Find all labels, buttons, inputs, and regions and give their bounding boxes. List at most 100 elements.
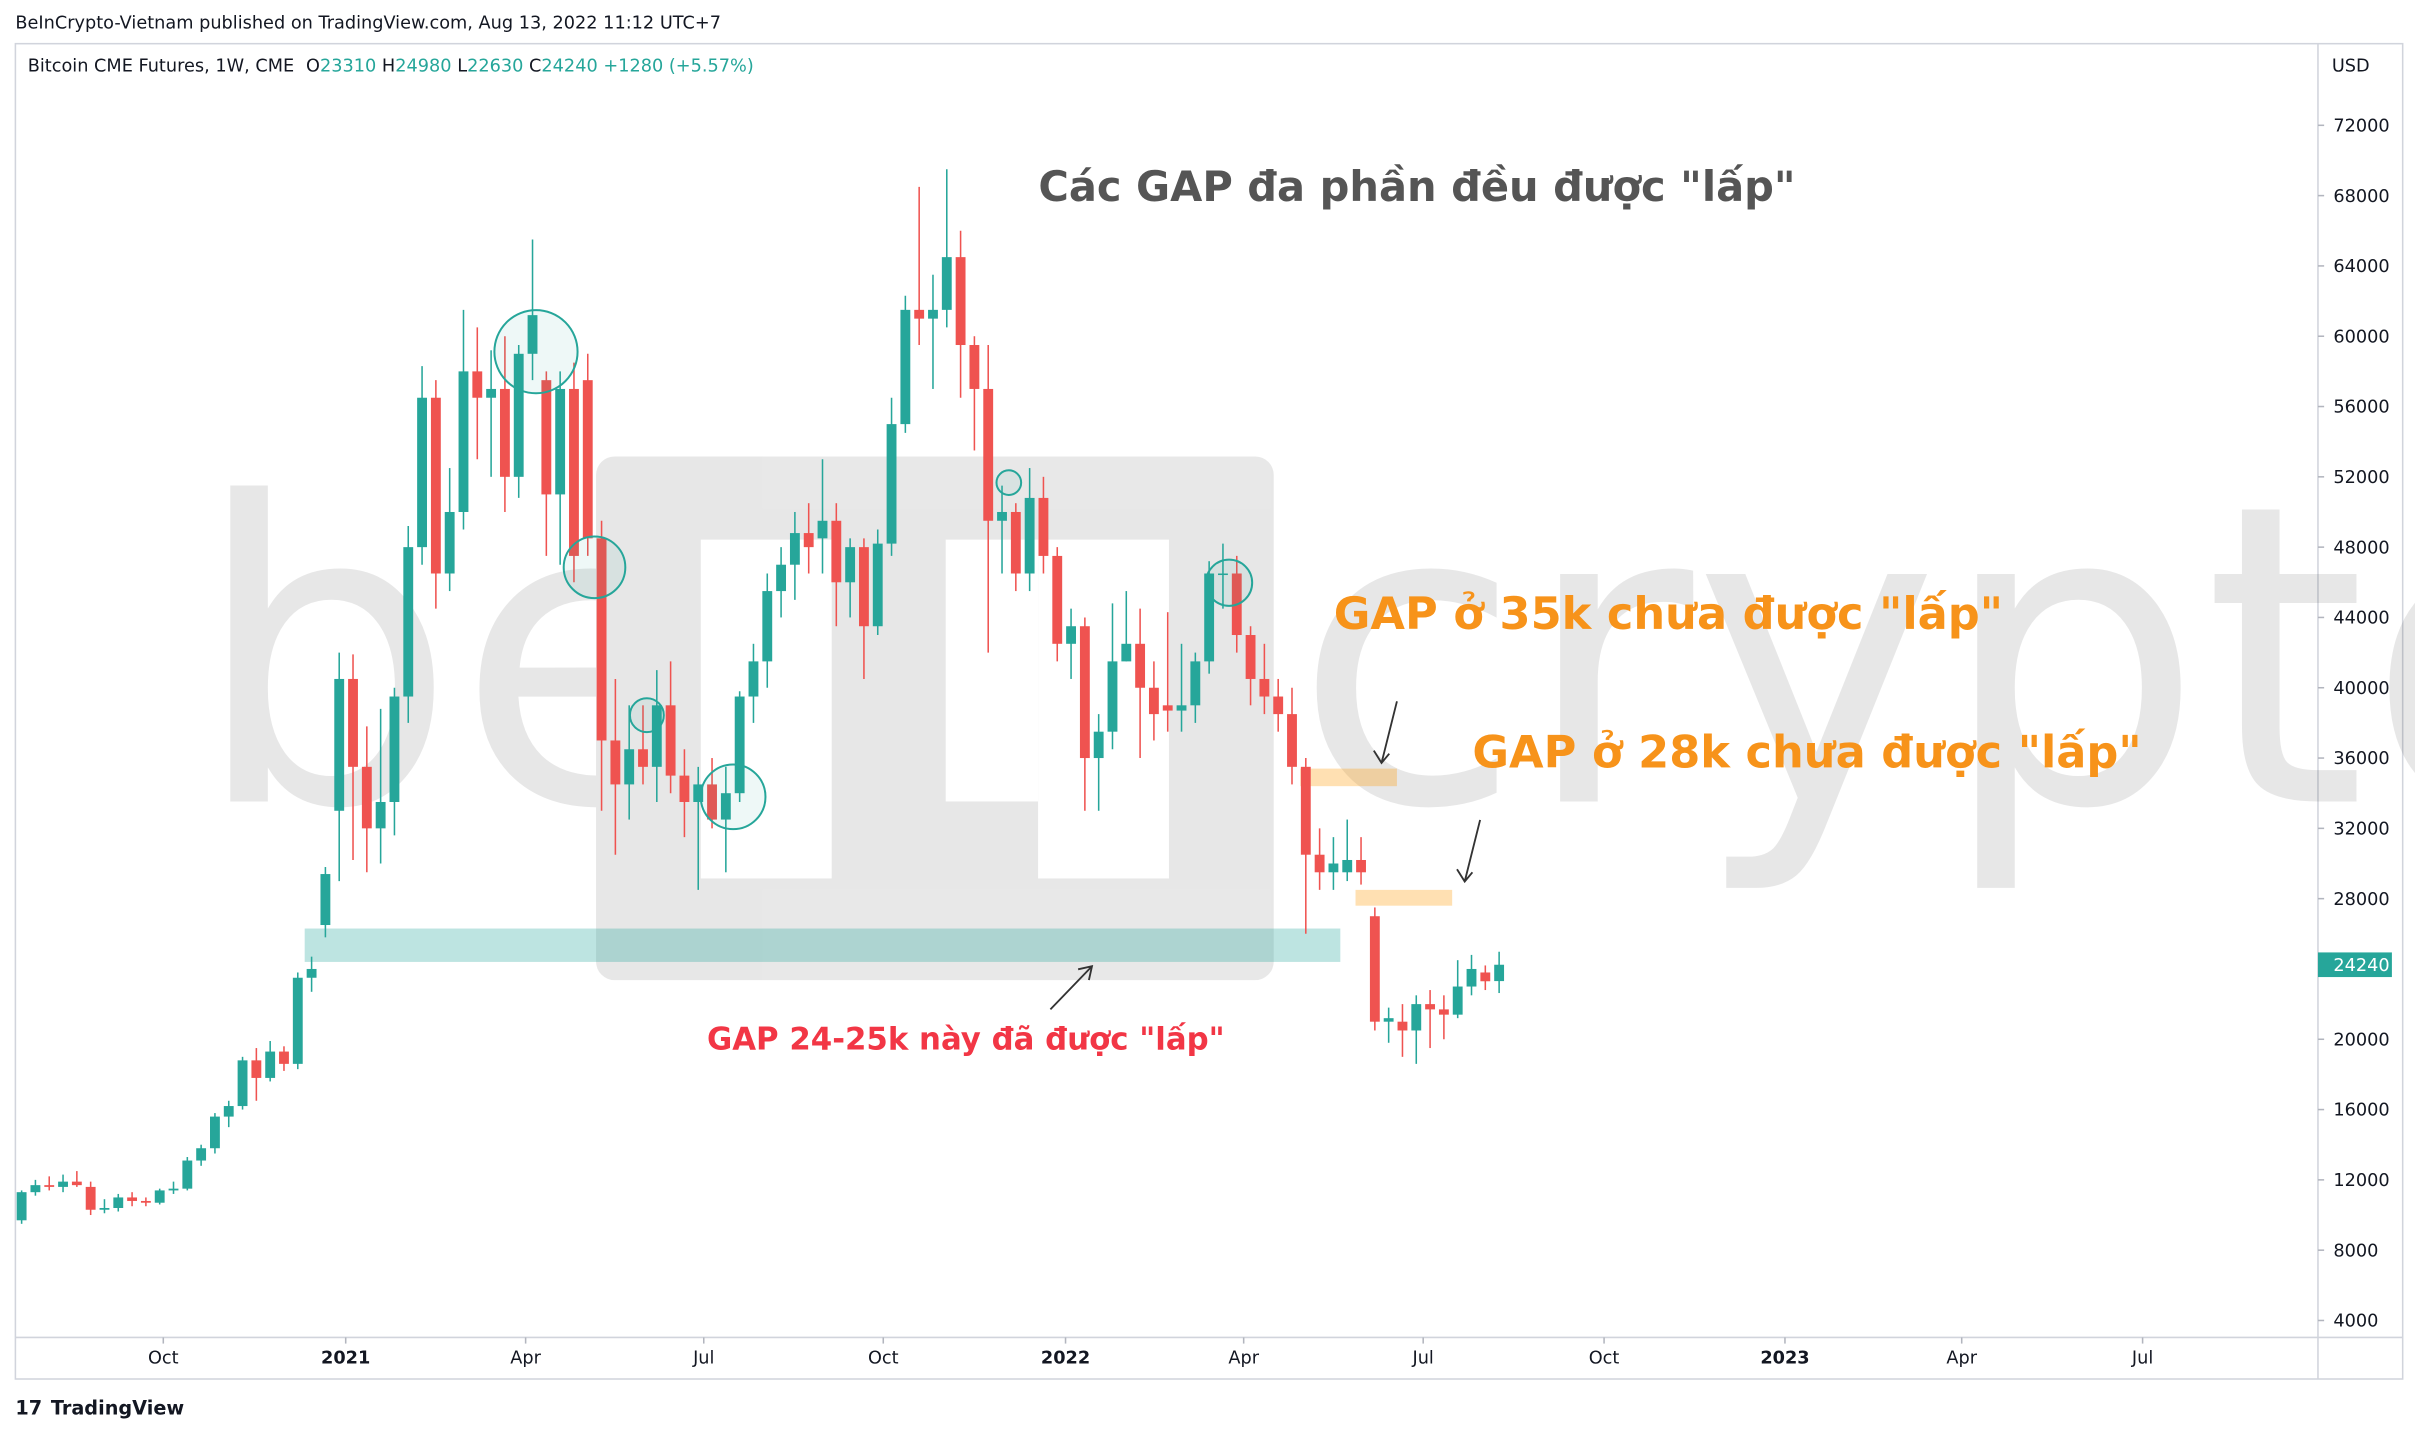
candle-body bbox=[486, 388, 497, 398]
candle-body bbox=[279, 1051, 289, 1064]
candle-body bbox=[1425, 1004, 1436, 1010]
arrow bbox=[1456, 819, 1482, 884]
candle-body bbox=[1273, 696, 1284, 715]
annotation: GAP 24-25k này đã được "lấp" bbox=[707, 1021, 1225, 1057]
candle-body bbox=[1245, 635, 1256, 679]
candle-body bbox=[803, 533, 814, 548]
footer-logo: 17 bbox=[15, 1396, 42, 1419]
candle-body bbox=[610, 740, 621, 785]
candle-body bbox=[1466, 968, 1477, 987]
candle-body bbox=[223, 1106, 234, 1117]
candle-body bbox=[458, 371, 469, 512]
y-tick-label: 44000 bbox=[2333, 609, 2389, 629]
candle-body bbox=[776, 564, 787, 592]
candle-body bbox=[71, 1181, 82, 1186]
y-tick-label: 68000 bbox=[2333, 187, 2389, 207]
candle-body bbox=[16, 1192, 27, 1221]
candle-body bbox=[1328, 863, 1339, 873]
candle-body bbox=[1093, 731, 1104, 759]
candle-body bbox=[1369, 916, 1380, 1022]
frame bbox=[14, 42, 2404, 1380]
candle-body bbox=[1411, 1004, 1422, 1031]
candle-body bbox=[969, 345, 980, 389]
legend-value: 23310 bbox=[320, 56, 376, 76]
candle-body bbox=[1383, 1018, 1394, 1022]
last-price-label: 24240 bbox=[2333, 956, 2389, 976]
watermark-box-cut bbox=[945, 539, 1039, 802]
candle-body bbox=[914, 309, 925, 319]
circle bbox=[493, 309, 579, 395]
legend-value: 24980 bbox=[395, 56, 451, 76]
candle-body bbox=[1024, 497, 1035, 574]
legend-letter: H bbox=[382, 56, 395, 76]
candle-body bbox=[1300, 766, 1311, 855]
x-tick-label: Oct bbox=[1589, 1349, 1620, 1369]
candle-body bbox=[417, 397, 427, 548]
candle-body bbox=[1148, 687, 1159, 715]
candle-body bbox=[638, 749, 648, 767]
candle-body bbox=[85, 1186, 96, 1210]
candle-body bbox=[30, 1185, 41, 1193]
y-tick-label: 56000 bbox=[2333, 398, 2389, 418]
candle-body bbox=[1135, 643, 1146, 688]
x-tick-label: Jul bbox=[1411, 1349, 1433, 1369]
watermark: be crypto bbox=[193, 416, 2415, 981]
legend: Bitcoin CME Futures, 1W, CME O23310 H249… bbox=[28, 56, 754, 76]
gap-zone bbox=[304, 928, 1341, 962]
candle-body bbox=[886, 424, 897, 544]
candle-body bbox=[1314, 854, 1325, 873]
x-tick-label: Jul bbox=[2131, 1349, 2153, 1369]
y-tick-label: 64000 bbox=[2333, 257, 2389, 277]
candle-body bbox=[582, 380, 593, 539]
gap-zone bbox=[1355, 889, 1453, 906]
candle-body bbox=[127, 1197, 138, 1201]
candle-body bbox=[306, 968, 317, 978]
candle-body bbox=[1066, 626, 1076, 644]
y-tick-label: 36000 bbox=[2333, 749, 2389, 769]
candle-body bbox=[58, 1181, 68, 1187]
candle-body bbox=[1052, 555, 1063, 644]
candle-body bbox=[513, 353, 524, 477]
candle-body bbox=[499, 388, 510, 477]
y-tick-label: 48000 bbox=[2333, 538, 2389, 558]
candle-body bbox=[113, 1197, 124, 1208]
candle-body bbox=[182, 1160, 193, 1189]
candle-body bbox=[596, 538, 607, 741]
y-tick-label: 52000 bbox=[2333, 468, 2389, 488]
circle bbox=[562, 535, 627, 600]
candle-body bbox=[900, 309, 911, 425]
circle bbox=[1204, 558, 1254, 607]
legend-letter: O bbox=[306, 56, 320, 76]
candle-body bbox=[748, 661, 759, 697]
candle-body bbox=[1107, 661, 1118, 732]
legend-change: +1280 (+5.57%) bbox=[603, 56, 753, 76]
candle-body bbox=[941, 257, 952, 310]
candle-body bbox=[789, 533, 800, 565]
candle-body bbox=[1010, 511, 1021, 574]
candle-body bbox=[872, 543, 883, 627]
candle-body bbox=[292, 977, 303, 1064]
y-tick-label: 4000 bbox=[2333, 1312, 2378, 1332]
legend-value: 22630 bbox=[467, 56, 523, 76]
candle-body bbox=[928, 309, 938, 319]
x-tick-label: Oct bbox=[148, 1349, 179, 1369]
candle-body bbox=[817, 520, 828, 539]
candle-body bbox=[44, 1185, 55, 1187]
candle-body bbox=[251, 1060, 262, 1078]
x-tick-label: Jul bbox=[692, 1349, 714, 1369]
x-tick-label: 2023 bbox=[1760, 1349, 1809, 1369]
circle bbox=[699, 763, 767, 831]
candle-body bbox=[210, 1116, 220, 1149]
candle-body bbox=[1190, 661, 1201, 706]
candle-body bbox=[375, 801, 386, 829]
candle-body bbox=[1438, 1009, 1449, 1015]
legend-letter: C bbox=[529, 56, 541, 76]
last-price-tag bbox=[2317, 952, 2392, 978]
highlight-circles bbox=[493, 309, 1254, 831]
candle-body bbox=[168, 1188, 179, 1191]
candle-body bbox=[1218, 573, 1228, 576]
candle-body bbox=[983, 388, 994, 521]
y-tick-label: 8000 bbox=[2333, 1241, 2378, 1261]
